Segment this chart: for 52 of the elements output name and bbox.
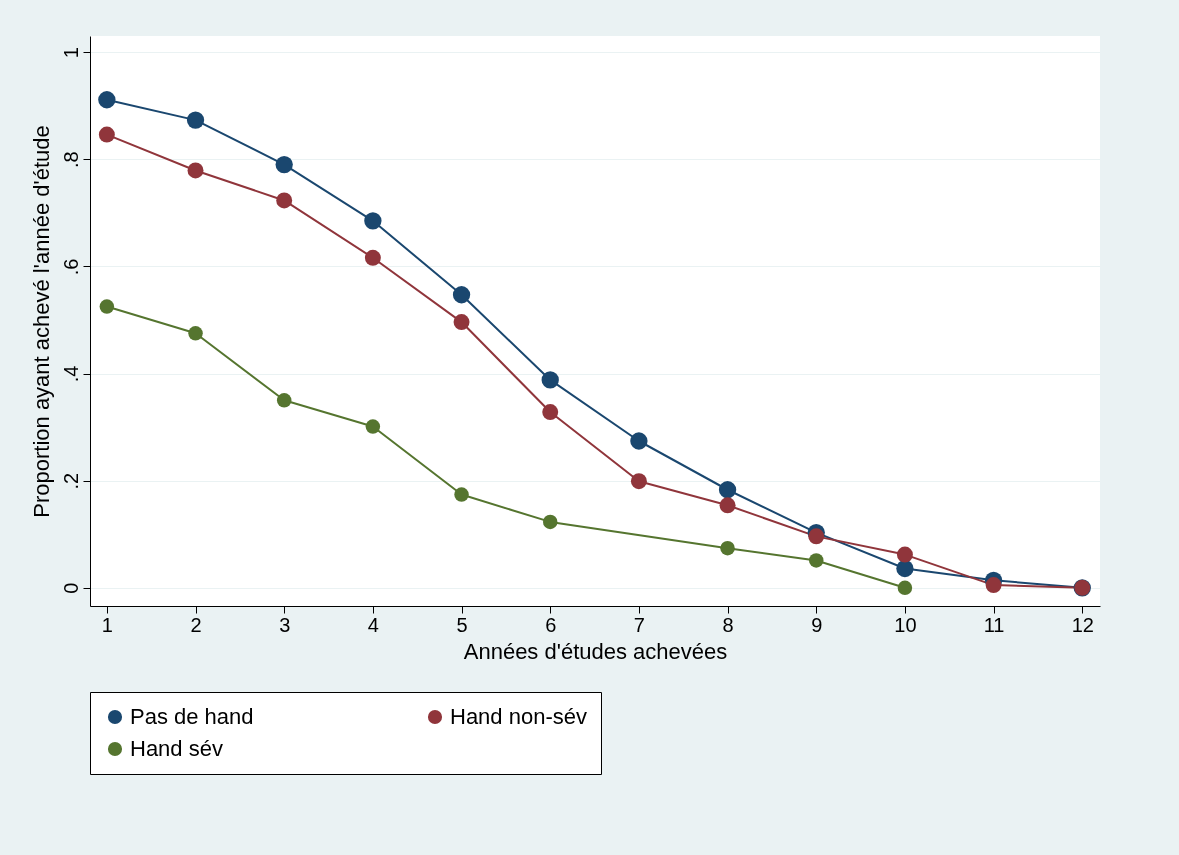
point <box>541 371 559 389</box>
point <box>542 404 559 421</box>
point <box>542 514 558 530</box>
x-tick-label: 7 <box>633 613 645 636</box>
point <box>720 540 735 556</box>
point <box>808 528 825 545</box>
point <box>186 111 205 129</box>
y-tick-label: .2 <box>59 472 82 490</box>
point <box>452 286 471 304</box>
x-tick-label: 4 <box>367 613 379 636</box>
point <box>99 299 115 314</box>
point <box>365 419 381 434</box>
point <box>188 326 203 341</box>
y-axis-title: Proportion ayant achevé l'année d'étude <box>28 125 54 518</box>
point <box>897 580 913 596</box>
point <box>187 162 204 179</box>
legend-label: Hand sév <box>130 736 223 761</box>
point <box>98 126 115 143</box>
legend-label: Pas de hand <box>130 704 254 729</box>
y-tick-label: .8 <box>59 151 82 169</box>
point <box>276 393 292 408</box>
x-tick-label: 6 <box>545 613 557 636</box>
y-tick-label: .6 <box>59 258 82 276</box>
point <box>896 546 913 563</box>
point <box>275 155 293 174</box>
x-axis-title: Années d'études achevées <box>463 638 728 664</box>
point <box>453 314 470 331</box>
x-tick-label: 3 <box>279 613 291 636</box>
point <box>98 91 116 109</box>
point <box>630 432 648 450</box>
point <box>985 577 1002 594</box>
x-tick-label: 2 <box>190 613 202 636</box>
y-tick-label: .4 <box>59 365 82 383</box>
point <box>364 212 382 230</box>
point <box>454 487 469 502</box>
point <box>809 553 824 568</box>
x-tick-label: 8 <box>722 613 734 636</box>
x-tick-label: 11 <box>983 613 1005 636</box>
point <box>719 497 736 514</box>
point <box>896 559 914 578</box>
x-tick-label: 1 <box>101 613 113 636</box>
point <box>364 249 381 266</box>
point <box>718 481 737 499</box>
y-tick-label: 0 <box>59 582 82 594</box>
point <box>276 192 293 209</box>
legend-label: Hand non-sév <box>450 704 587 729</box>
x-tick-label: 12 <box>1071 613 1094 636</box>
y-tick-label: 1 <box>59 47 82 59</box>
x-tick-label: 9 <box>811 613 823 636</box>
x-tick-label: 5 <box>456 613 468 636</box>
point <box>630 473 647 490</box>
x-tick-label: 10 <box>894 613 917 636</box>
